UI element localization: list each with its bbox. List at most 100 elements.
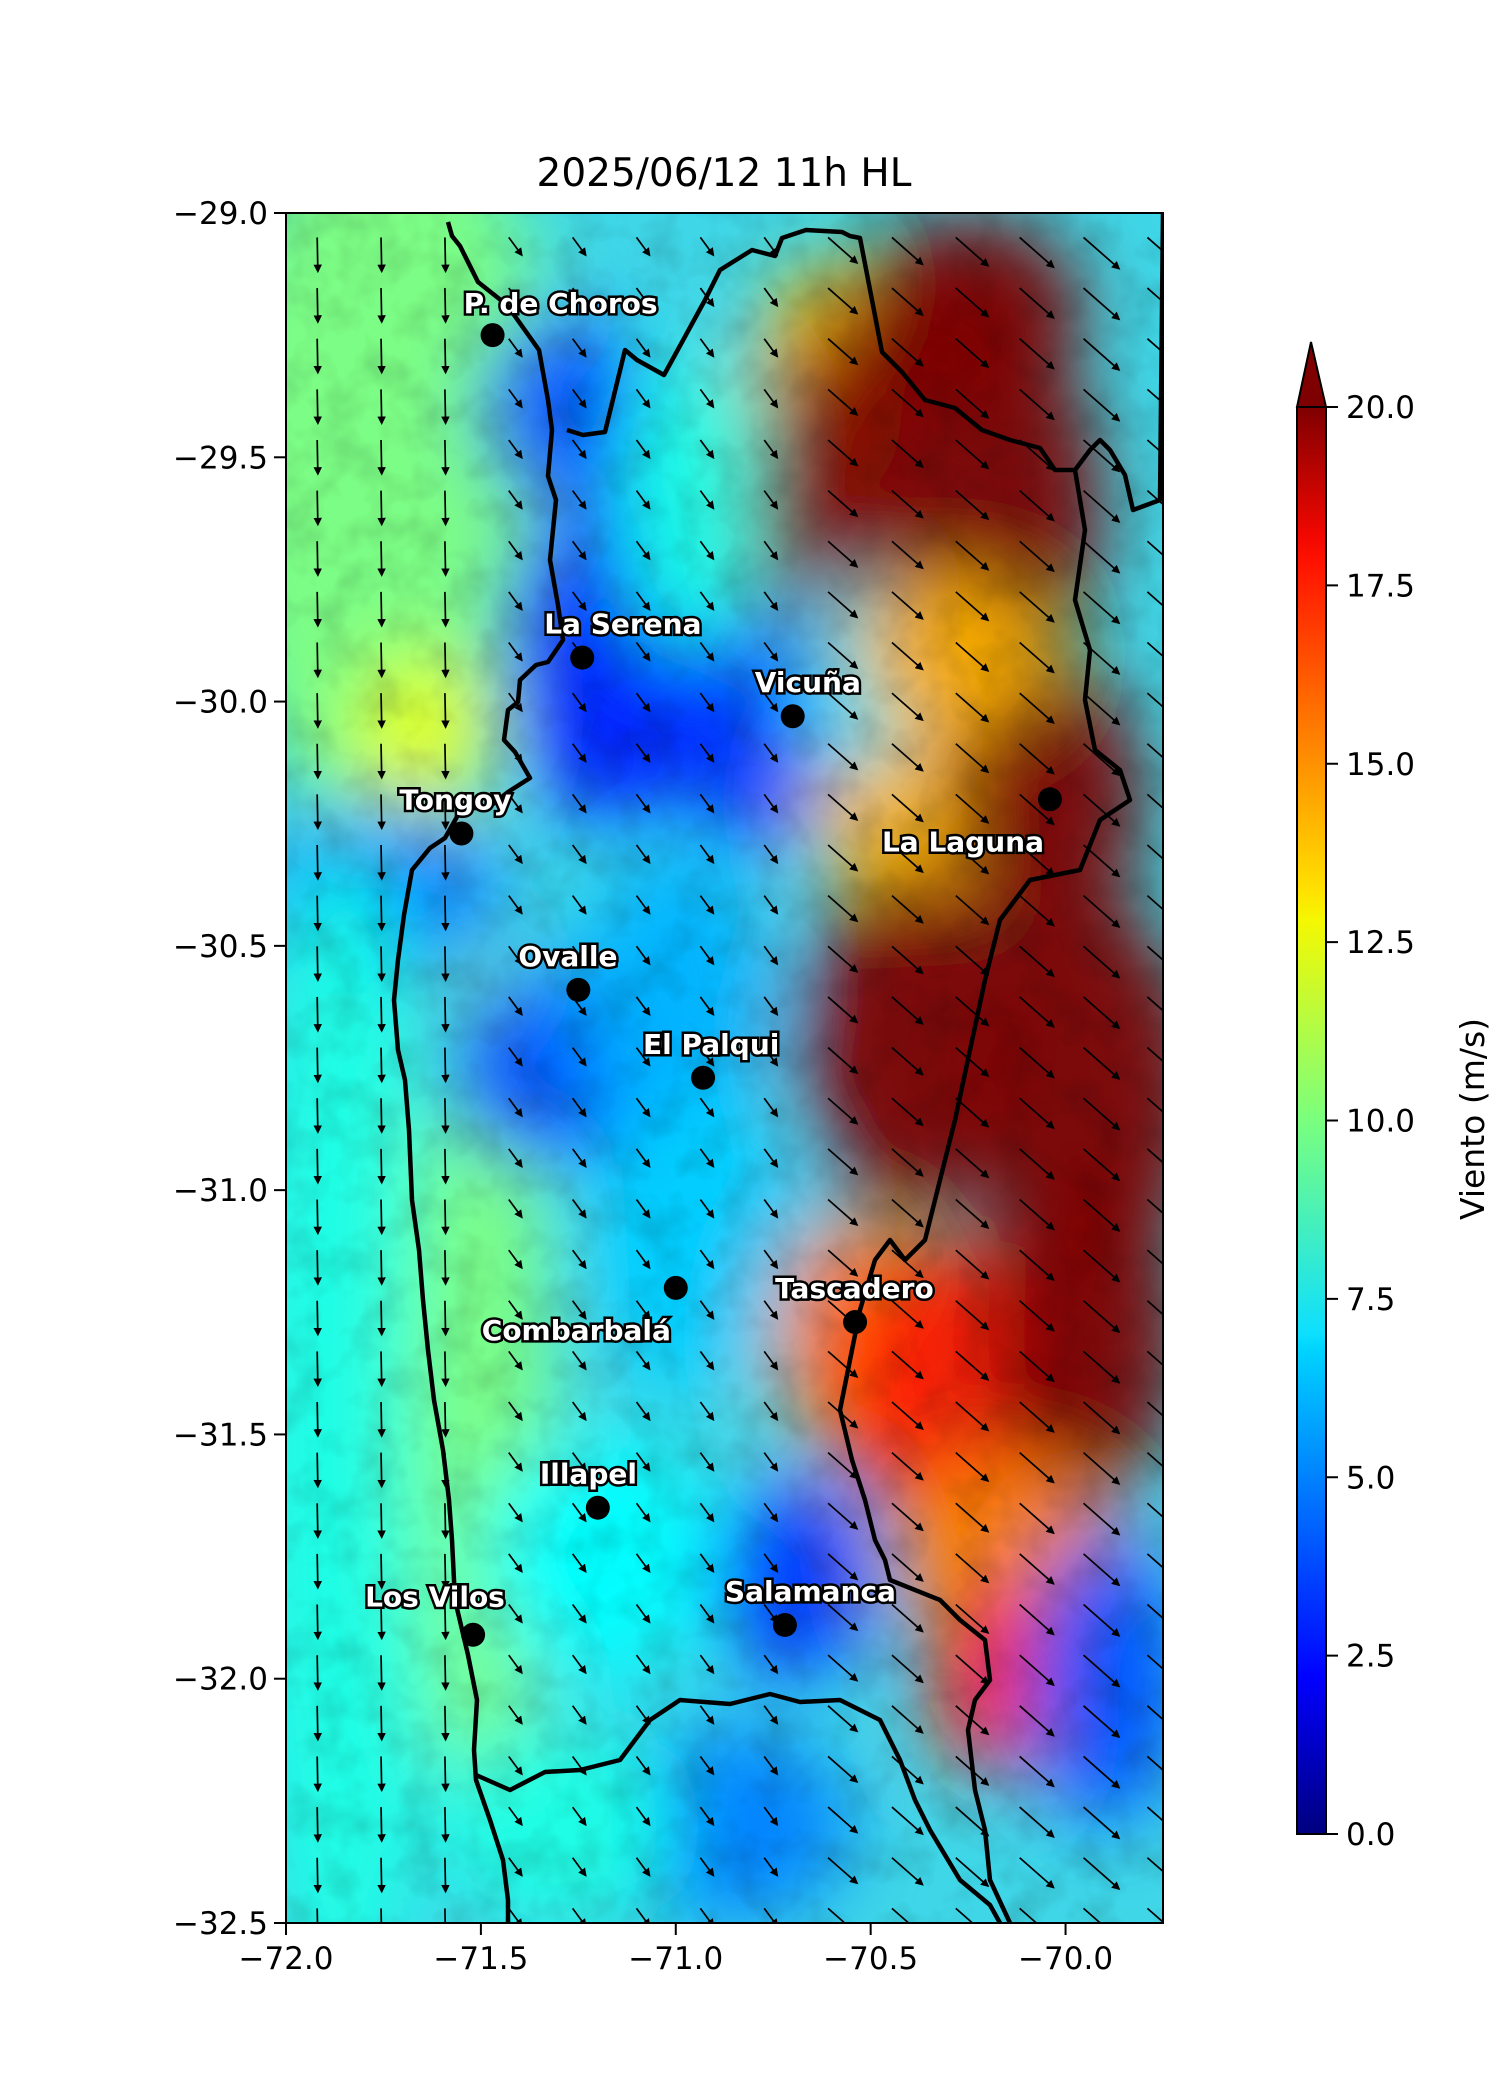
wind-vector-arrow [377,1250,386,1286]
wind-vector-arrow [891,1249,924,1279]
wind-vector-arrow [763,1857,779,1877]
wind-vector-arrow [1146,1806,1163,1822]
wind-vector-arrow [1019,793,1055,826]
wind-vector-arrow [1019,287,1055,319]
wind-vector-arrow [1146,1452,1163,1468]
wind-vector-arrow [313,1553,322,1590]
wind-vector-arrow [763,793,779,814]
wind-vector-arrow [508,1047,523,1067]
wind-vector-arrow [635,1249,651,1270]
wind-vector-arrow [891,338,924,367]
wind-vector-arrow [827,1603,859,1632]
wind-vector-arrow [377,1857,386,1894]
wind-vector-arrow [1146,287,1163,303]
wind-vector-arrow [891,1452,924,1481]
wind-vector-arrow [571,1907,587,1923]
wind-vector-arrow [313,1250,322,1286]
wind-vector-arrow [699,692,715,713]
wind-vector-arrow [508,591,523,611]
wind-vector-arrow [313,1351,322,1388]
wind-vector-arrow [635,490,651,510]
wind-vector-arrow [635,1300,651,1320]
wind-vector-arrow [891,793,924,823]
wind-vector-arrow [891,1553,924,1582]
y-tick-label: −32.5 [173,1906,268,1942]
wind-vector-arrow [763,743,779,763]
colorbar-tick-label: 10.0 [1346,1104,1415,1140]
wind-vector-arrow [763,1148,779,1168]
wind-vector-arrow [635,236,651,257]
wind-vector-arrow [699,793,715,814]
wind-vector-arrow [955,692,990,723]
wind-vector-arrow [441,237,450,274]
wind-vector-arrow [1082,996,1121,1030]
wind-vector-arrow [1082,793,1121,827]
wind-vector-arrow [827,641,859,670]
wind-vector-arrow [763,1198,779,1219]
wind-vector-arrow [508,641,523,662]
wind-vector-arrow [891,489,924,519]
wind-vector-arrow [891,1705,924,1734]
y-tick-label: −31.0 [173,1173,268,1209]
wind-vector-arrow [441,1047,450,1084]
city-label: Tascadero [775,1272,934,1305]
wind-vector-arrow [891,641,924,671]
wind-vector-arrow [1019,338,1055,370]
wind-vector-arrow [763,338,779,358]
wind-vector-arrow [827,895,859,923]
wind-vector-arrow [1146,1401,1163,1417]
wind-vector-arrow [1082,540,1121,574]
wind-vector-arrow [827,1806,859,1834]
wind-vector-arrow [508,1857,523,1877]
wind-vector-arrow [1146,844,1163,860]
wind-vector-arrow [441,693,450,729]
wind-vector-arrow [955,1452,990,1483]
wind-vector-arrow [571,1553,587,1574]
wind-vector-arrow [827,1350,859,1378]
wind-vector-arrow [571,388,587,409]
city-marker [1037,787,1062,812]
colorbar-extend-arrow [1295,341,1328,408]
wind-vector-arrow [441,1756,450,1793]
x-tick-label: −72.0 [239,1941,334,1977]
wind-vector-arrow [955,489,990,521]
wind-vector-arrow [763,1047,779,1067]
map-title: 2025/06/12 11h HL [537,151,912,196]
wind-vector-arrow [508,338,523,358]
wind-vector-arrow [891,692,924,722]
wind-vector-arrow [891,287,924,317]
wind-vector-arrow [635,1097,651,1118]
wind-vector-arrow [313,288,322,324]
wind-vector-arrow [699,287,715,308]
wind-vector-arrow [699,1907,715,1923]
wind-vector-arrow [571,287,587,308]
wind-vector-arrow [377,996,386,1033]
wind-vector-arrow [827,338,859,366]
coastline-and-borders [391,213,1163,1923]
wind-vector-arrow [444,1908,447,1923]
wind-vector-arrow [377,845,386,881]
y-tick-label: −29.0 [173,196,268,232]
wind-vector-arrow [699,945,715,966]
wind-vector-arrow [955,1148,990,1179]
wind-vector-arrow [441,794,450,831]
wind-vector-arrow [313,439,322,476]
wind-vector-arrow [763,490,779,510]
colorbar: 0.0 2.5 5.0 7.5 10.0 12.5 15.0 17.5 20.0 Viento … [1295,341,1492,1853]
wind-vector-arrow [313,389,322,426]
wind-vector-arrow [441,389,450,426]
wind-vector-arrow [441,1098,450,1134]
wind-vector-arrow [955,1857,990,1888]
wind-vector-arrow [891,1502,924,1532]
wind-vector-arrow [955,1705,990,1736]
city-label: Los Vilos [365,1581,505,1614]
wind-vector-arrow [955,1806,990,1837]
wind-vector-arrow [441,591,450,628]
wind-vector-arrow [313,693,322,729]
wind-vector-arrow [763,641,779,662]
wind-vector-arrow [571,945,587,966]
wind-vector-arrow [1019,743,1055,775]
wind-vector-arrow [763,1553,779,1574]
wind-vector-arrow [1019,1907,1038,1923]
wind-vector-arrow [441,1250,450,1286]
